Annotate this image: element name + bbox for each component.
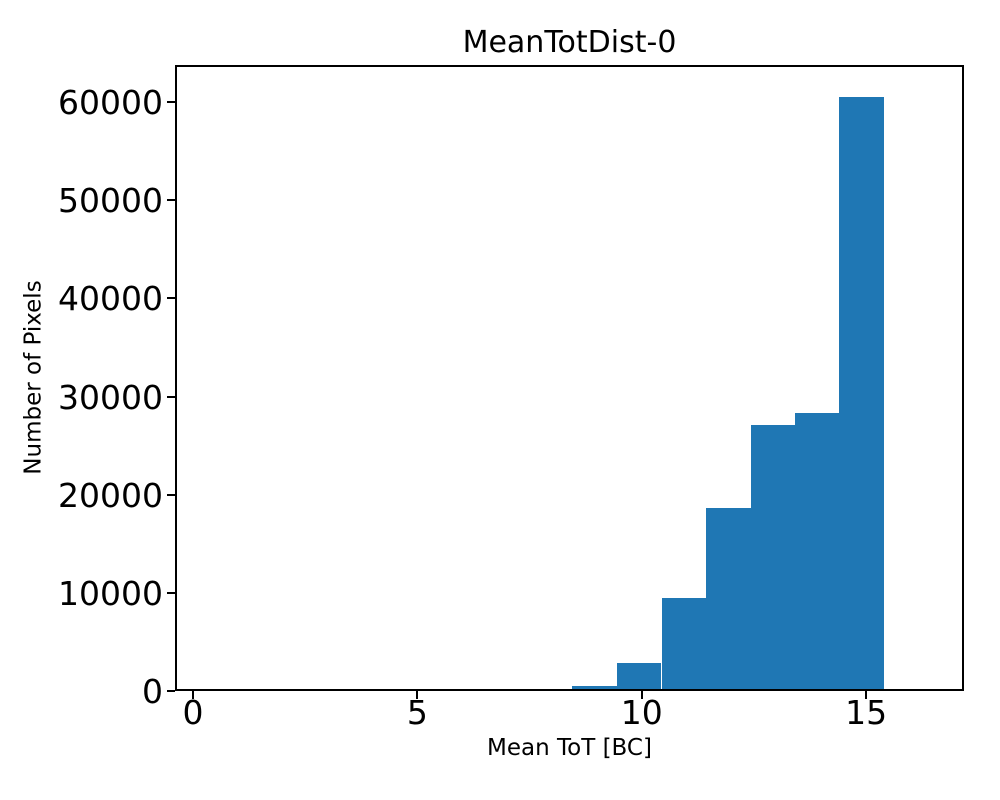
- histogram-bar: [751, 424, 796, 691]
- y-tick-mark: [167, 101, 175, 103]
- y-tick-label: 50000: [58, 181, 163, 221]
- x-tick-mark: [865, 691, 868, 699]
- chart-title: MeanTotDist-0: [462, 25, 677, 60]
- x-tick-mark: [416, 691, 419, 699]
- y-tick-label: 40000: [58, 279, 163, 319]
- y-tick-label: 20000: [58, 475, 163, 515]
- x-tick-label: 0: [182, 693, 204, 732]
- histogram-bar: [661, 598, 707, 691]
- y-tick-mark: [167, 297, 175, 300]
- y-tick-mark: [167, 493, 175, 496]
- histogram-bar: [526, 689, 572, 691]
- y-tick-mark: [167, 690, 175, 692]
- x-tick-mark: [640, 691, 643, 699]
- y-tick-label: 30000: [58, 377, 163, 417]
- x-axis-label: Mean ToT [BC]: [487, 735, 652, 761]
- x-tick-label: 15: [845, 693, 888, 732]
- x-tick-label: 10: [620, 693, 663, 732]
- histogram-bar: [706, 508, 752, 691]
- y-tick-label: 60000: [58, 83, 163, 122]
- y-tick-mark: [167, 395, 175, 398]
- y-tick-label: 0: [142, 672, 163, 711]
- histogram-bar: [616, 663, 662, 691]
- bars-layer: [175, 65, 964, 691]
- y-tick-mark: [167, 591, 175, 594]
- plot-area: [175, 65, 964, 691]
- y-tick-label: 10000: [58, 573, 163, 613]
- y-tick-mark: [167, 199, 175, 202]
- y-axis-label: Number of Pixels: [20, 280, 47, 475]
- x-tick-mark: [191, 691, 194, 699]
- x-tick-label: 5: [406, 693, 428, 732]
- histogram-bar: [795, 412, 840, 691]
- histogram-bar: [839, 97, 884, 691]
- histogram-bar: [571, 685, 617, 691]
